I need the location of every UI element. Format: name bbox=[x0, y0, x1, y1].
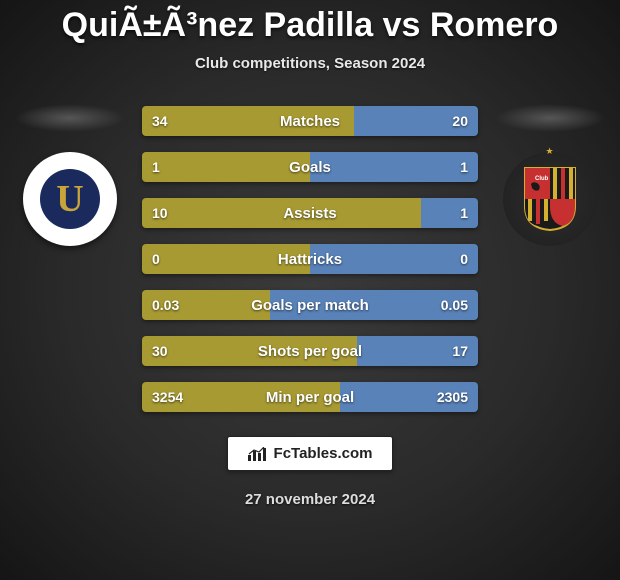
left-team-crest: U bbox=[23, 152, 117, 246]
stat-left-value: 10 bbox=[142, 198, 178, 228]
page-title: QuiÃ±Ã³nez Padilla vs Romero bbox=[62, 6, 559, 45]
main-container: QuiÃ±Ã³nez Padilla vs Romero Club compet… bbox=[0, 0, 620, 580]
stat-bar: 3420Matches bbox=[142, 106, 478, 136]
right-team-side: ★ Club bbox=[490, 100, 610, 246]
right-team-crest: ★ Club bbox=[503, 152, 597, 246]
stat-bar: 11Goals bbox=[142, 152, 478, 182]
stat-bar-left-fill bbox=[142, 198, 421, 228]
date-text: 27 november 2024 bbox=[245, 491, 375, 508]
stat-left-value: 1 bbox=[142, 152, 170, 182]
site-badge-text: FcTables.com bbox=[274, 445, 373, 462]
left-team-side: U bbox=[10, 100, 130, 246]
stat-right-value: 0.05 bbox=[431, 290, 478, 320]
stat-right-value: 2305 bbox=[427, 382, 478, 412]
star-icon: ★ bbox=[503, 146, 597, 157]
left-ellipse-shadow bbox=[15, 104, 125, 132]
stat-bar: 32542305Min per goal bbox=[142, 382, 478, 412]
chart-icon bbox=[248, 447, 266, 461]
site-badge: FcTables.com bbox=[227, 436, 394, 471]
stat-bar: 00Hattricks bbox=[142, 244, 478, 274]
comparison-row: U 3420Matches11Goals101Assists00Hattrick… bbox=[0, 100, 620, 412]
subtitle: Club competitions, Season 2024 bbox=[195, 55, 425, 72]
right-ellipse-shadow bbox=[495, 104, 605, 132]
stat-left-value: 0 bbox=[142, 244, 170, 274]
stat-right-value: 1 bbox=[450, 152, 478, 182]
stat-bars-column: 3420Matches11Goals101Assists00Hattricks0… bbox=[142, 100, 478, 412]
shield-icon: Club bbox=[523, 166, 577, 232]
stat-bar: 101Assists bbox=[142, 198, 478, 228]
stat-bar: 0.030.05Goals per match bbox=[142, 290, 478, 320]
stat-right-value: 17 bbox=[442, 336, 478, 366]
stat-right-value: 20 bbox=[442, 106, 478, 136]
stat-bar: 3017Shots per goal bbox=[142, 336, 478, 366]
left-crest-letter: U bbox=[40, 169, 100, 229]
stat-left-value: 0.03 bbox=[142, 290, 189, 320]
stat-right-value: 1 bbox=[450, 198, 478, 228]
stat-left-value: 34 bbox=[142, 106, 178, 136]
club-text: Club bbox=[535, 176, 549, 182]
stat-left-value: 3254 bbox=[142, 382, 193, 412]
stat-left-value: 30 bbox=[142, 336, 178, 366]
stat-right-value: 0 bbox=[450, 244, 478, 274]
